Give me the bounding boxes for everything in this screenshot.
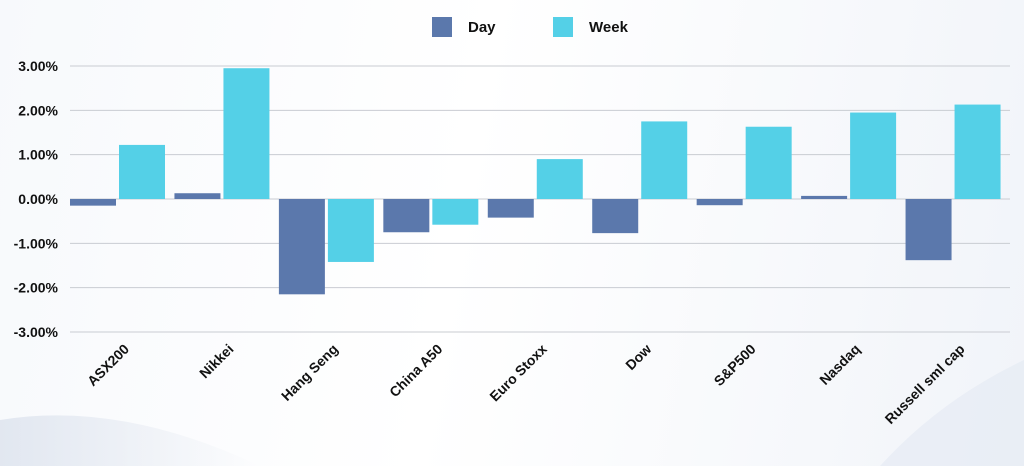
y-tick-label: -1.00% (14, 235, 59, 251)
x-category-label: Hang Seng (278, 341, 341, 404)
bar-day-china-a50 (383, 199, 430, 233)
background-swoosh (0, 415, 260, 466)
bar-week-euro-stoxx (536, 159, 583, 199)
y-tick-label: -3.00% (14, 324, 59, 340)
x-category-label: ASX200 (84, 341, 132, 389)
x-category-label: Euro Stoxx (486, 341, 550, 405)
legend-label-week: Week (589, 19, 629, 36)
bar-day-nikkei (174, 193, 221, 199)
bars (70, 68, 1001, 295)
bar-week-nikkei (223, 68, 270, 199)
bar-day-russell-sml-cap (905, 199, 952, 261)
y-tick-label: -2.00% (14, 280, 59, 296)
bar-day-nasdaq (801, 195, 848, 199)
y-tick-label: 0.00% (18, 191, 58, 207)
legend-swatch-day (432, 17, 452, 37)
legend-swatch-week (553, 17, 573, 37)
bar-week-s-p500 (745, 126, 792, 199)
legend-label-day: Day (468, 19, 496, 36)
y-tick-label: 2.00% (18, 102, 58, 118)
x-category-label: S&P500 (711, 341, 759, 389)
bar-week-china-a50 (432, 199, 479, 225)
bar-day-s-p500 (696, 199, 743, 206)
bar-week-hang-seng (327, 199, 374, 262)
x-category-label: China A50 (386, 341, 446, 401)
y-tick-label: 3.00% (18, 58, 58, 74)
bar-week-dow (641, 121, 688, 199)
bar-day-dow (592, 199, 639, 234)
x-category-label: Nasdaq (816, 341, 863, 388)
bar-day-hang-seng (278, 199, 325, 295)
bar-day-asx200 (70, 199, 116, 206)
bar-week-russell-sml-cap (954, 104, 1001, 199)
y-tick-label: 1.00% (18, 147, 58, 163)
y-axis: 3.00% 2.00% 1.00% 0.00% -1.00% -2.00% -3.00% (14, 58, 59, 340)
background-swoosh-right (880, 360, 1024, 466)
bar-week-nasdaq (850, 112, 897, 199)
x-axis: ASX200 Nikkei Hang Seng China A50 Euro Stoxx… (84, 341, 968, 427)
legend: Day Week (432, 17, 629, 37)
x-category-label: Nikkei (196, 341, 236, 381)
bar-day-euro-stoxx (487, 199, 534, 218)
bar-week-asx200 (119, 144, 165, 199)
x-category-label: Dow (622, 341, 654, 373)
